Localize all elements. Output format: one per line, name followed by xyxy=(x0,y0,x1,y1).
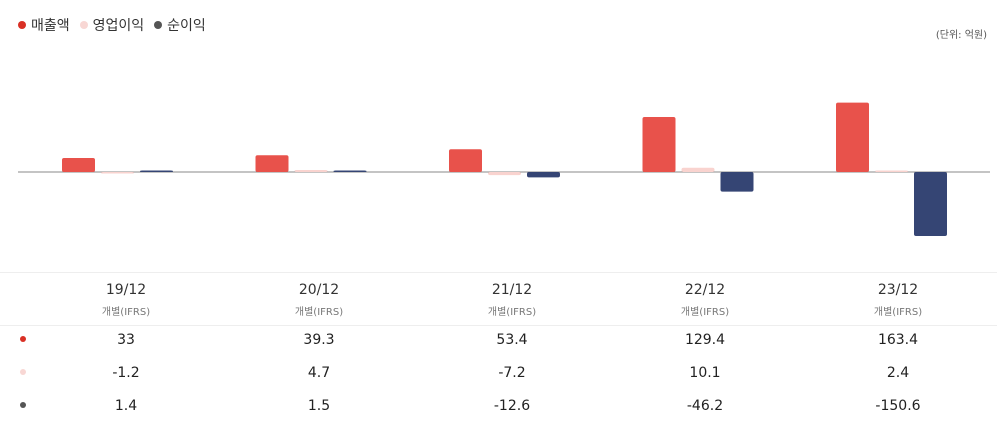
bar-revenue-22-12[interactable] xyxy=(642,117,676,172)
unit-label: (단위: 억원) xyxy=(935,30,987,41)
bar-operating-profit-20-12[interactable] xyxy=(294,170,328,172)
bar-operating-profit-21-12[interactable] xyxy=(488,172,521,176)
bar-operating-profit-22-12[interactable] xyxy=(681,167,715,172)
bar-net-income-23-12[interactable] xyxy=(914,172,947,236)
row-dot-revenue xyxy=(20,336,26,342)
table-cell: -7.2 xyxy=(498,365,526,381)
chart-legend: 매출액 영업이익 순이익 xyxy=(18,15,206,35)
table-cell: -12.6 xyxy=(493,398,531,414)
bar-net-income-21-12[interactable] xyxy=(527,172,560,178)
period-col-2312: 23/12 개별(IFRS) xyxy=(838,281,958,318)
table-row-revenue: 33 39.3 53.4 129.4 163.4 xyxy=(0,328,997,352)
period-col-2112: 21/12 개별(IFRS) xyxy=(452,281,572,318)
table-cell: 33 xyxy=(117,332,135,348)
table-cell: 129.4 xyxy=(684,332,726,348)
legend-item-revenue[interactable]: 매출액 xyxy=(18,15,70,35)
period-label: 21/12 xyxy=(491,282,533,298)
period-label: 20/12 xyxy=(298,282,340,298)
table-cell: 39.3 xyxy=(303,332,335,348)
table-cell: -46.2 xyxy=(686,398,724,414)
bar-group xyxy=(62,102,947,236)
legend-label-operating-profit: 영업이익 xyxy=(92,18,145,34)
bar-revenue-20-12[interactable] xyxy=(255,155,289,172)
table-cell: 2.4 xyxy=(886,365,910,381)
legend-label-revenue: 매출액 xyxy=(31,18,70,34)
period-col-2012: 20/12 개별(IFRS) xyxy=(259,281,379,318)
legend-dot-revenue xyxy=(18,21,26,29)
period-basis: 개별(IFRS) xyxy=(873,307,923,318)
period-basis: 개별(IFRS) xyxy=(294,307,344,318)
bar-chart xyxy=(18,102,990,236)
legend-dot-operating-profit xyxy=(79,21,88,29)
table-cell: 10.1 xyxy=(689,365,721,381)
table-cell: -150.6 xyxy=(875,398,921,414)
period-label: 23/12 xyxy=(877,282,919,298)
period-header-row: 19/12 개별(IFRS) 20/12 개별(IFRS) 21/12 개별(I… xyxy=(0,272,997,326)
period-basis: 개별(IFRS) xyxy=(101,307,151,318)
period-basis: 개별(IFRS) xyxy=(680,307,730,318)
table-row-net-income: 1.4 1.5 -12.6 -46.2 -150.6 xyxy=(0,394,997,418)
bar-operating-profit-19-12[interactable] xyxy=(101,172,134,174)
legend-dot-net-income xyxy=(154,21,163,29)
table-cell: 53.4 xyxy=(496,332,528,348)
legend-label-net-income: 순이익 xyxy=(167,18,206,34)
period-basis: 개별(IFRS) xyxy=(487,307,537,318)
table-row-operating-profit: -1.2 4.7 -7.2 10.1 2.4 xyxy=(0,361,997,385)
period-col-2212: 22/12 개별(IFRS) xyxy=(645,281,765,318)
bar-operating-profit-23-12[interactable] xyxy=(875,170,908,173)
table-cell: 163.4 xyxy=(877,332,919,348)
bar-revenue-19-12[interactable] xyxy=(62,158,95,172)
bar-net-income-19-12[interactable] xyxy=(140,170,173,173)
period-label: 22/12 xyxy=(684,282,726,298)
table-cell: 1.5 xyxy=(307,398,331,414)
table-cell: 1.4 xyxy=(114,398,138,414)
bar-net-income-22-12[interactable] xyxy=(720,172,754,192)
bar-revenue-21-12[interactable] xyxy=(449,149,482,172)
period-label: 19/12 xyxy=(105,282,147,298)
bar-net-income-20-12[interactable] xyxy=(333,170,367,173)
row-dot-operating-profit xyxy=(20,369,26,375)
row-dot-net-income xyxy=(20,402,26,408)
legend-item-operating-profit[interactable]: 영업이익 xyxy=(79,15,145,35)
legend-item-net-income[interactable]: 순이익 xyxy=(154,15,206,35)
table-cell: 4.7 xyxy=(307,365,331,381)
table-cell: -1.2 xyxy=(112,365,140,381)
period-col-1912: 19/12 개별(IFRS) xyxy=(66,281,186,318)
bar-revenue-23-12[interactable] xyxy=(836,102,869,172)
